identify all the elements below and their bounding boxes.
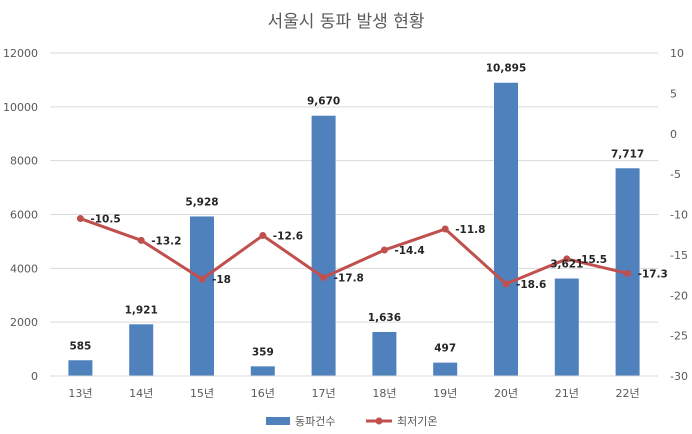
x-tick-label: 17년 (312, 387, 336, 400)
bar (494, 82, 518, 376)
bar-data-label: 5,928 (185, 196, 218, 208)
line-point (441, 225, 449, 233)
y-right-tick-label: -30 (670, 370, 688, 383)
y-right-tick-label: 10 (670, 47, 684, 60)
legend-bar-label: 동파건수 (295, 415, 335, 428)
x-tick-label: 16년 (251, 387, 275, 400)
line-point (198, 275, 206, 283)
bar (311, 115, 336, 377)
y-right-tick-label: -20 (670, 289, 688, 302)
bar (129, 324, 154, 376)
line-point (76, 215, 84, 223)
x-tick-label: 13년 (68, 387, 92, 400)
line-point (320, 273, 328, 281)
line-data-label: -17.3 (638, 268, 668, 280)
bar-data-label: 1,636 (368, 312, 401, 324)
y-right-tick-label: -10 (670, 209, 688, 222)
bar-data-label: 1,921 (125, 304, 158, 316)
legend: 동파건수 최저기온 (266, 415, 437, 428)
data-labels: 585 1,921 5,928 359 9,670 1,636 497 10,895 3,621… (69, 63, 667, 359)
x-tick-label: 21년 (555, 387, 579, 400)
y-right-tick-label: -15 (670, 249, 688, 262)
line-data-label: -18 (212, 274, 231, 286)
line-point (563, 255, 571, 263)
y-left-tick-label: 4000 (10, 262, 38, 275)
gridlines (50, 52, 658, 377)
line-data-label: -18.6 (516, 279, 546, 291)
x-tick-label: 15년 (190, 387, 214, 400)
y-left-tick-label: 10000 (3, 101, 38, 114)
bar-data-label: 497 (434, 343, 456, 355)
x-tick-label: 20년 (494, 387, 518, 400)
y-left-tick-label: 0 (31, 370, 38, 383)
line-series (76, 215, 632, 288)
x-tick-label: 22년 (616, 387, 640, 400)
y-right-tick-label: -25 (670, 330, 688, 343)
bar (372, 331, 397, 376)
bar (433, 362, 458, 376)
line-data-label: -17.8 (334, 272, 364, 284)
line-data-label: -11.8 (455, 224, 485, 236)
y-right-tick-label: -5 (670, 168, 681, 181)
legend-line-marker (375, 417, 383, 425)
bar (190, 216, 214, 376)
line-point (259, 231, 267, 239)
legend-bar-swatch (266, 417, 290, 425)
y-right-tick-label: 5 (670, 87, 677, 100)
bar (554, 278, 579, 376)
line-data-label: -10.5 (90, 214, 120, 226)
x-tick-label: 18년 (372, 387, 396, 400)
line-data-label: -14.4 (394, 245, 424, 257)
bar-data-label: 359 (252, 346, 274, 358)
y-left-tick-label: 8000 (10, 155, 38, 168)
line-point (380, 246, 388, 254)
bar (250, 366, 275, 376)
line-point (502, 280, 510, 288)
line-data-label: -13.2 (151, 235, 181, 247)
bar-data-label: 9,670 (307, 96, 340, 108)
y-right-tick-label: 0 (670, 128, 677, 141)
line-data-label: -12.6 (273, 230, 303, 242)
line-point (137, 236, 145, 244)
bar-data-label: 7,717 (611, 148, 644, 160)
legend-line-label: 최저기온 (397, 415, 437, 428)
x-tick-label: 19년 (433, 387, 457, 400)
bar (68, 360, 93, 376)
line-point (624, 269, 632, 277)
y-left-tick-label: 6000 (10, 209, 38, 222)
x-tick-label: 14년 (129, 387, 153, 400)
bar-data-label: 3,621 (550, 259, 583, 271)
line-data-label: -15.5 (577, 254, 607, 266)
bar-series (68, 82, 640, 377)
y-left-tick-label: 2000 (10, 316, 38, 329)
line-path (79, 217, 628, 286)
axes: 020004000600080001000012000-30-25-20-15-… (3, 47, 688, 400)
bar-data-label: 10,895 (486, 63, 527, 75)
y-left-tick-label: 12000 (3, 47, 38, 60)
chart-title: 서울시 동파 발생 현황 (268, 12, 425, 32)
bar-data-label: 585 (69, 340, 91, 352)
